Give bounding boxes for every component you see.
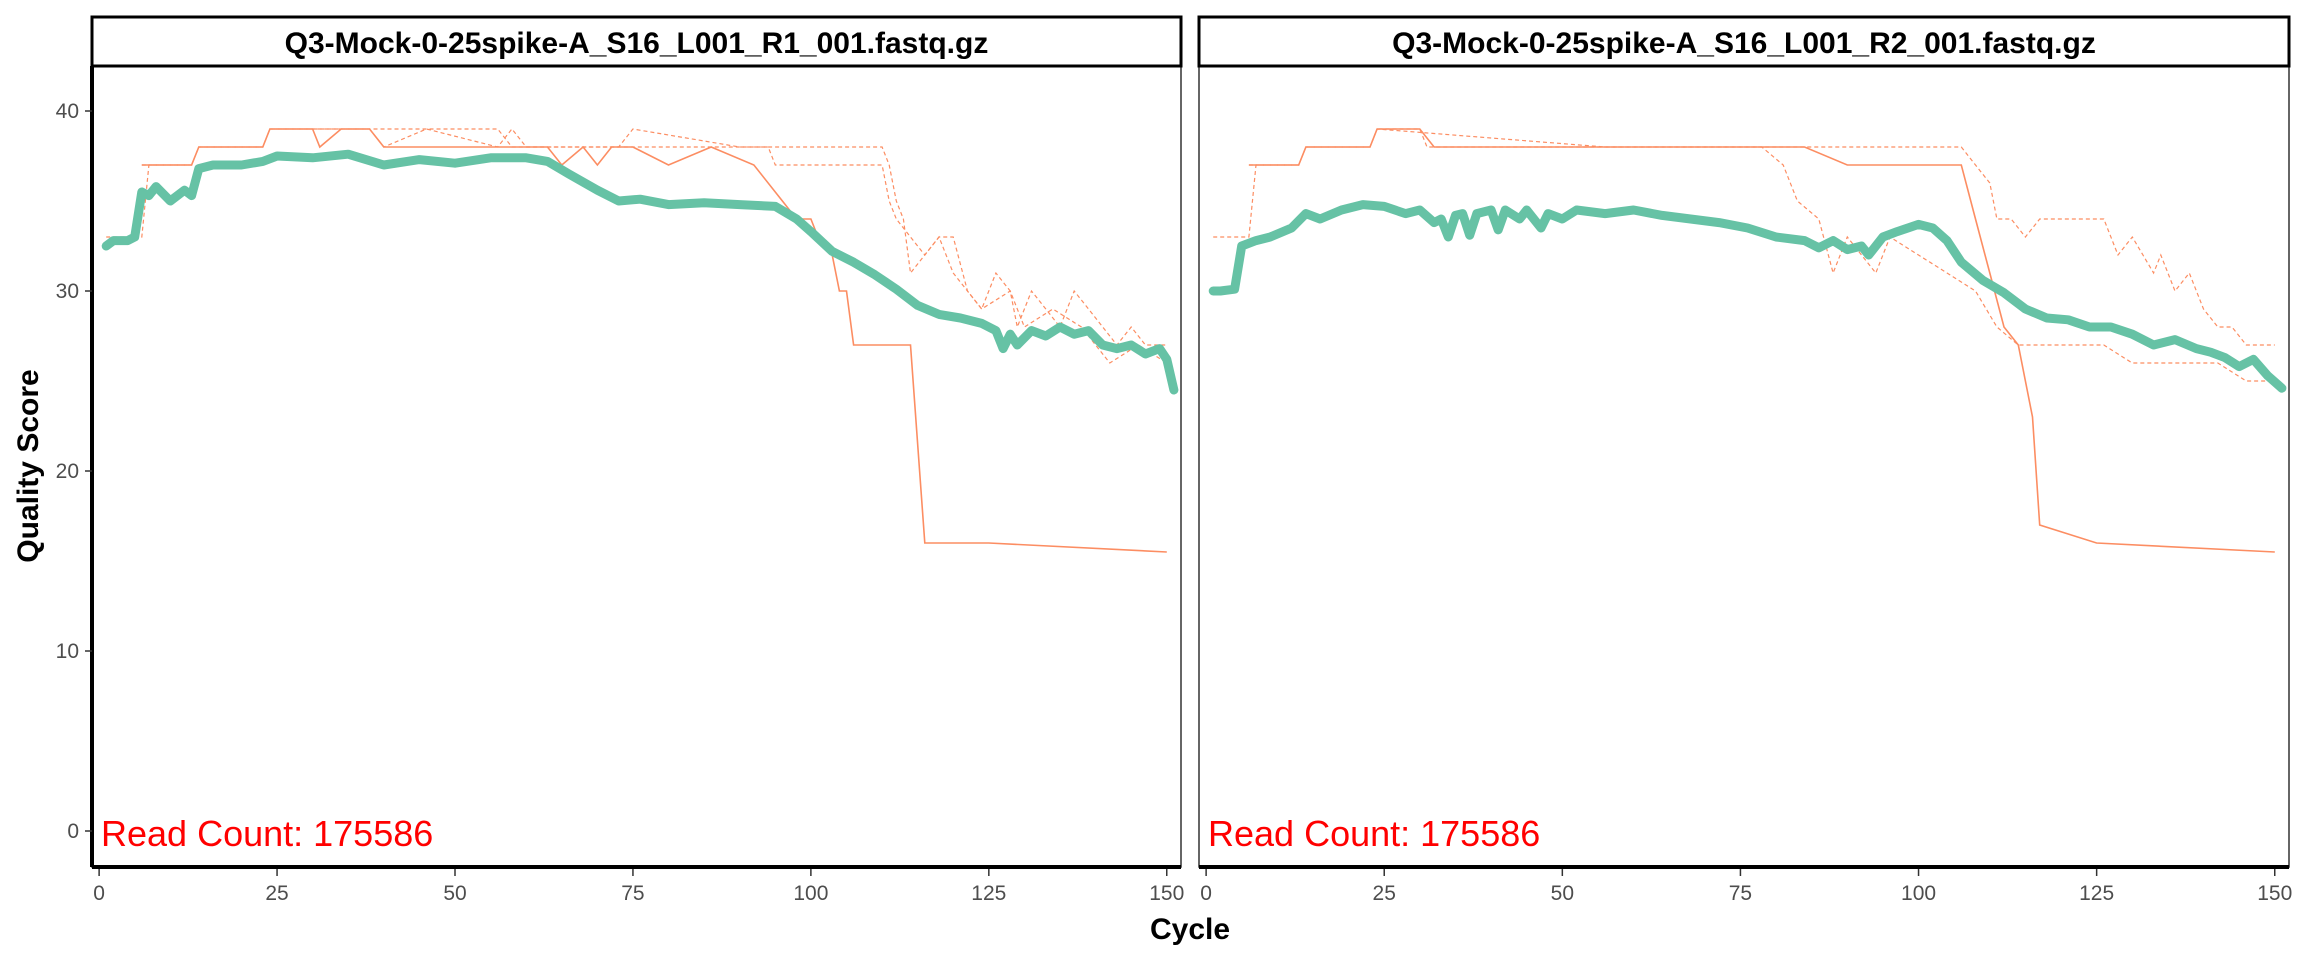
- x-tick-label: 100: [1901, 882, 1936, 905]
- mean-quality-line: [1208, 200, 2287, 393]
- panel-r1-x-axis: 0 25 50 75 100 125 150: [93, 869, 1184, 905]
- x-tick-label: 125: [971, 882, 1006, 905]
- x-tick-label: 25: [1373, 882, 1396, 905]
- x-tick-label: 25: [265, 882, 288, 905]
- median-line: [141, 128, 1167, 553]
- panel-r2-border: [1198, 65, 2290, 868]
- panel-r1: Q3-Mock-0-25spike-A_S16_L001_R1_001.fast…: [90, 15, 1184, 905]
- x-tick-label: 125: [2079, 882, 2114, 905]
- mean-quality-line: [101, 149, 1179, 395]
- x-tick-label: 50: [443, 882, 466, 905]
- panel-r2-lines: [1208, 128, 2287, 553]
- panel-r2-title: Q3-Mock-0-25spike-A_S16_L001_R2_001.fast…: [1392, 27, 2096, 60]
- panel-r2: Q3-Mock-0-25spike-A_S16_L001_R2_001.fast…: [1197, 15, 2292, 905]
- x-tick-label: 0: [93, 882, 105, 905]
- panel-r1-border: [91, 65, 1182, 868]
- lower-quartile-line: [1213, 128, 2275, 382]
- lower-quartile-line: [106, 128, 1168, 364]
- y-tick-label: 40: [56, 100, 79, 123]
- panel-r1-read-count: Read Count: 175586: [101, 813, 433, 854]
- x-tick-label: 75: [621, 882, 644, 905]
- y-tick-label: 0: [67, 820, 79, 843]
- y-axis-title: Quality Score: [12, 369, 45, 562]
- x-tick-label: 50: [1551, 882, 1574, 905]
- x-tick-label: 100: [793, 882, 828, 905]
- median-line: [1248, 128, 2275, 553]
- y-tick-label: 10: [56, 640, 79, 663]
- panel-r1-strip: [90, 15, 1183, 68]
- panel-r1-title: Q3-Mock-0-25spike-A_S16_L001_R1_001.fast…: [285, 27, 989, 60]
- x-tick-label: 150: [2257, 882, 2292, 905]
- x-axis-title: Cycle: [1150, 913, 1230, 946]
- x-tick-label: 75: [1729, 882, 1752, 905]
- panel-r2-strip: [1197, 15, 2291, 68]
- x-tick-label: 150: [1149, 882, 1184, 905]
- y-axis: 0 10 20 30 40: [56, 100, 92, 843]
- upper-quartile-line: [1248, 128, 2275, 346]
- panel-r1-lines: [101, 128, 1179, 553]
- panel-r2-x-axis: 0 25 50 75 100 125 150: [1200, 869, 2292, 905]
- y-tick-label: 20: [56, 460, 79, 483]
- x-tick-label: 0: [1200, 882, 1212, 905]
- y-tick-label: 30: [56, 280, 79, 303]
- panel-r2-read-count: Read Count: 175586: [1208, 813, 1540, 854]
